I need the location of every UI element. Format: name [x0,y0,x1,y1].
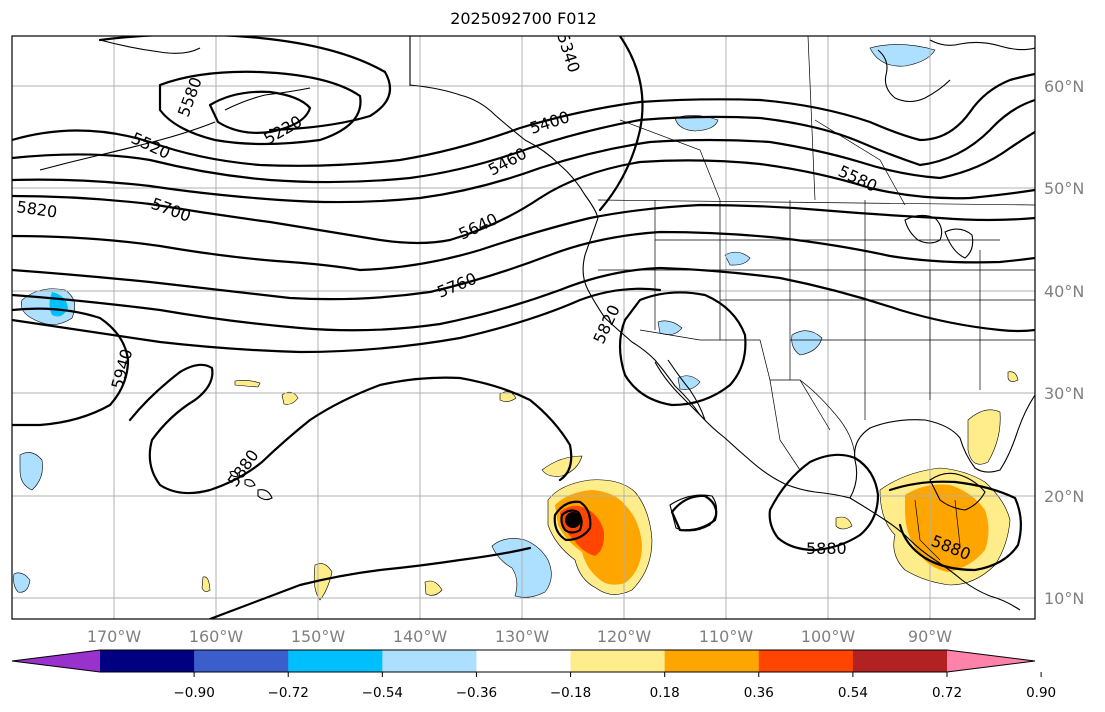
lon-label-130w: 130°W [495,627,550,646]
lon-label-100w: 100°W [801,627,856,646]
yellow-patch-small-5 [835,516,853,530]
colorbar-bin [852,650,948,672]
colorbar-tick-label: 0.72 [932,685,962,701]
lon-label-110w: 110°W [699,627,754,646]
colorbar-tick-label: −0.54 [362,685,403,701]
lat-label-60n: 60°N [1044,77,1084,96]
colorbar-bin [100,650,195,672]
map-frame [11,35,1036,620]
blue-patch-wyoming [724,251,751,266]
colorbar-tick-label: −0.18 [550,685,591,701]
colorbar-tick-label: 0.18 [650,685,680,701]
yellow-patch-small-4 [424,580,443,596]
colorbar-bin [382,650,477,672]
map-area: 5580 5220 5520 5340 5400 5460 5580 5820 … [12,36,1035,619]
colorbar-tick-label: −0.90 [173,685,214,701]
lon-label-150w: 150°W [291,627,346,646]
colorbar-bin [664,650,760,672]
colorbar-extend-high [947,650,1035,672]
colorbar-tick-label: 0.90 [1026,685,1056,701]
colorbar-tick-label: −0.36 [456,685,497,701]
height-contours [12,36,1035,619]
orange-patch-mexico [905,484,989,572]
lon-label-170w: 170°W [87,627,142,646]
yellow-patch-small-2 [499,391,517,402]
longitude-labels: 170°W 160°W 150°W 140°W 130°W 120°W 110°… [87,627,952,646]
lat-label-30n: 30°N [1044,384,1084,403]
colorbar-bin [758,650,854,672]
lon-label-120w: 120°W [597,627,652,646]
colorbar-tick-label: −0.72 [268,685,309,701]
hurricane-center [565,512,581,528]
map-title: 2025092700 F012 [450,9,597,28]
colorbar-tick-label: 0.54 [838,685,868,701]
colorbar-bin [194,650,289,672]
hurricane-marker [553,500,592,542]
blue-patch-canada [674,115,719,132]
colorbar: −0.90 −0.72 −0.54 −0.36 −0.18 0.18 0.36 0.54 0.7… [11,649,1056,701]
colorbar-outline [11,649,1036,673]
contour-label-5880-c: 5880 [806,539,847,558]
yellow-patch-small-1 [281,391,299,405]
colorbar-bin [476,650,572,672]
blue-patch-newmexico [791,330,823,356]
colorbar-extend-low [12,650,100,672]
blue-patch-baja [677,375,701,390]
yellow-patch-small-3 [313,563,333,601]
coastlines [39,36,1035,611]
lat-label-20n: 20°N [1044,487,1084,506]
blue-patch-west-low [13,572,31,593]
lon-label-90w: 90°W [908,627,952,646]
lon-label-140w: 140°W [393,627,448,646]
colorbar-bin [570,650,666,672]
yellow-patch-small-7 [201,576,211,592]
blue-patch-west-mid [19,452,43,491]
lat-label-50n: 50°N [1044,179,1084,198]
yellow-patch-small-8 [1007,371,1019,382]
latitude-labels: 60°N 50°N 40°N 30°N 20°N 10°N [1044,77,1084,608]
yellow-patch-gulf [967,409,1001,465]
lon-label-160w: 160°W [189,627,244,646]
yellow-patch-small-6 [234,380,261,388]
lat-label-10n: 10°N [1044,589,1084,608]
colorbar-bin [288,650,383,672]
colorbar-tick-label: 0.36 [744,685,774,701]
lat-label-40n: 40°N [1044,282,1084,301]
